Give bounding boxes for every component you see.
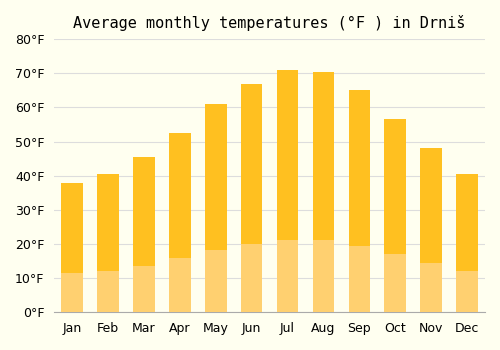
Bar <box>277 239 298 312</box>
Bar <box>133 266 154 312</box>
Bar <box>62 182 83 312</box>
Bar <box>133 157 154 312</box>
Bar <box>348 90 370 312</box>
Bar <box>241 244 262 312</box>
Bar <box>205 250 227 312</box>
Bar <box>420 148 442 312</box>
Bar <box>98 174 119 312</box>
Bar <box>312 71 334 312</box>
Bar <box>384 119 406 312</box>
Bar <box>420 263 442 312</box>
Bar <box>241 84 262 312</box>
Bar <box>98 271 119 312</box>
Bar <box>456 271 478 312</box>
Bar <box>62 273 83 312</box>
Bar <box>348 246 370 312</box>
Bar <box>312 240 334 312</box>
Bar <box>169 259 190 312</box>
Bar <box>384 254 406 312</box>
Title: Average monthly temperatures (°F ) in Drniš: Average monthly temperatures (°F ) in Dr… <box>74 15 466 31</box>
Bar <box>205 104 227 312</box>
Bar <box>277 70 298 312</box>
Bar <box>169 133 190 312</box>
Bar <box>456 174 478 312</box>
